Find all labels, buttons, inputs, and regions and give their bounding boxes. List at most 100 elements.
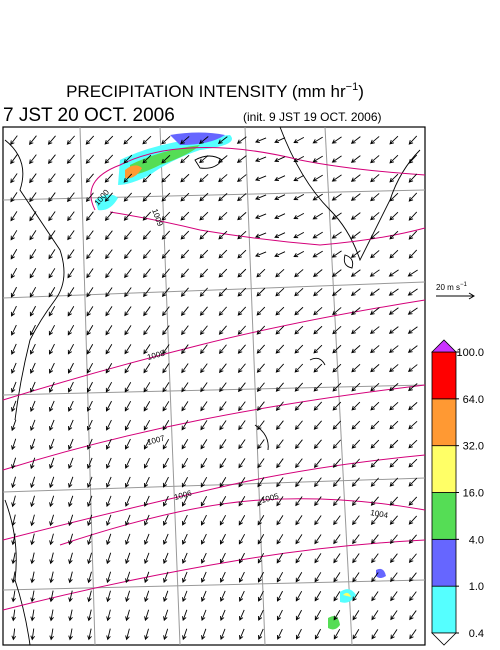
wind-arrow	[257, 628, 264, 640]
wind-arrow	[351, 363, 361, 373]
wind-arrow	[408, 439, 418, 449]
wind-arrow	[333, 534, 341, 545]
wind-arrow	[144, 552, 150, 565]
wind-arrow	[276, 571, 284, 583]
wind-arrow	[408, 230, 418, 240]
wind-arrow	[181, 495, 188, 507]
wind-arrow	[143, 382, 151, 393]
wind-arrow	[333, 572, 341, 583]
wind-arrow	[370, 193, 380, 202]
precip-area	[95, 194, 118, 211]
island	[309, 357, 326, 366]
wind-arrow	[67, 306, 75, 317]
wind-arrow	[293, 175, 305, 182]
wind-arrow	[86, 343, 94, 355]
wind-arrow	[331, 136, 342, 144]
wind-arrow	[295, 628, 302, 640]
wind-arrow	[49, 495, 55, 508]
wind-arrow	[237, 230, 247, 240]
wind-arrow	[331, 250, 342, 258]
wind-arrow	[313, 382, 323, 392]
wind-arrow	[238, 382, 246, 393]
wind-arrow	[370, 515, 379, 525]
wind-arrow	[10, 286, 17, 298]
wind-arrow	[162, 363, 170, 374]
wind-arrow	[370, 250, 380, 259]
wind-scale: 20 m s−1	[436, 282, 475, 300]
wind-arrow	[30, 552, 35, 565]
wind-arrow	[238, 609, 245, 621]
wind-arrow	[180, 287, 189, 297]
wind-arrow	[237, 212, 247, 221]
wind-arrow	[294, 382, 304, 392]
wind-arrow	[181, 363, 189, 374]
wind-arrow	[144, 590, 150, 603]
wind-arrow	[274, 175, 286, 182]
wind-arrow	[199, 136, 209, 145]
wind-arrow	[86, 287, 94, 298]
wind-arrow	[48, 343, 55, 355]
wind-arrow	[369, 307, 380, 315]
wind-arrow	[333, 496, 341, 507]
wind-arrow	[408, 420, 418, 430]
wind-arrow	[143, 363, 151, 374]
wind-arrow	[274, 213, 286, 220]
wind-arrow	[86, 362, 94, 374]
wind-arrow	[162, 401, 170, 412]
wind-arrow	[389, 534, 398, 544]
wind-arrow	[29, 343, 36, 355]
wind-arrow	[238, 590, 245, 602]
wind-arrow	[332, 307, 342, 316]
wind-arrow	[218, 344, 227, 354]
wind-arrow	[181, 533, 188, 545]
wind-arrow	[295, 534, 303, 545]
wind-arrow	[123, 173, 133, 183]
wind-arrow	[87, 571, 92, 584]
wind-arrow	[256, 363, 265, 373]
wind-arrow	[389, 211, 399, 221]
wind-arrow	[350, 155, 361, 163]
wind-arrow	[48, 249, 56, 260]
wind-arrow	[276, 458, 284, 469]
wind-arrow	[295, 609, 302, 621]
grid-line	[159, 126, 181, 646]
wind-arrow	[257, 609, 264, 621]
wind-arrow	[87, 552, 93, 565]
wind-arrow	[86, 211, 94, 222]
wind-arrow	[199, 155, 209, 164]
wind-arrow	[143, 306, 151, 317]
wind-arrow	[67, 211, 75, 222]
wind-arrow	[275, 268, 285, 278]
wind-arrow	[11, 419, 17, 432]
precip-area	[328, 616, 340, 630]
wind-arrow	[351, 496, 360, 506]
wind-arrow	[369, 288, 380, 296]
wind-arrow	[369, 269, 380, 277]
wind-arrow	[332, 401, 342, 411]
wind-arrow	[10, 154, 18, 165]
wind-arrow	[389, 135, 399, 145]
wind-arrow	[219, 477, 227, 488]
wind-arrow	[125, 628, 130, 641]
wind-arrow	[239, 628, 245, 640]
wind-arrow	[257, 477, 265, 488]
wind-arrow	[180, 192, 190, 202]
wind-arrow	[408, 477, 418, 487]
wind-arrow	[143, 495, 150, 507]
wind-arrow	[295, 572, 303, 583]
wind-arrow	[389, 383, 399, 392]
wind-arrow	[312, 174, 323, 182]
wind-arrow	[219, 420, 227, 431]
wind-arrow	[218, 211, 228, 221]
wind-arrow	[331, 212, 342, 220]
wind-arrow	[313, 420, 322, 430]
wind-arrow	[87, 628, 92, 641]
wind-arrow	[332, 382, 342, 392]
wind-arrow	[238, 477, 246, 488]
title-text: PRECIPITATION INTENSITY (mm hr	[66, 82, 346, 101]
wind-arrow	[68, 552, 73, 565]
wind-arrow	[219, 590, 226, 602]
wind-arrow	[29, 211, 37, 222]
wind-arrow	[11, 476, 16, 489]
wind-arrow	[143, 438, 150, 450]
